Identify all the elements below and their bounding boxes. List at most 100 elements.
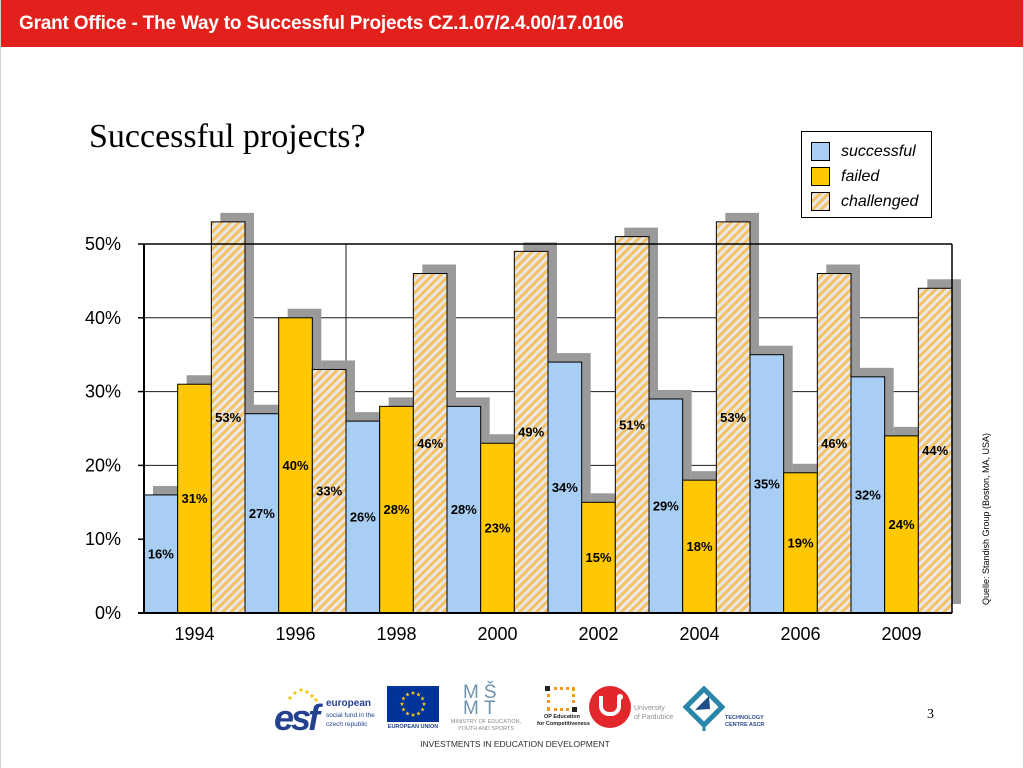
x-tick-label: 2009: [881, 624, 921, 644]
esf-logo-title: european: [326, 698, 372, 709]
bar-challenged-2009: [917, 287, 953, 614]
data-label-successful-1996: 27%: [249, 506, 275, 521]
eu-star-icon: [420, 707, 425, 712]
data-label-failed-2006: 19%: [787, 535, 813, 550]
y-tick-label: 30%: [85, 382, 121, 402]
x-tick-label: 1998: [376, 624, 416, 644]
bar-challenged-1994: [210, 221, 246, 614]
data-label-successful-2004: 29%: [653, 498, 679, 513]
data-label-successful-1998: 26%: [350, 510, 376, 525]
bar-challenged-1996: [311, 368, 347, 614]
legend-item-failed: failed: [811, 167, 879, 186]
msmt-logo-mark: MŠ MT: [463, 683, 513, 719]
data-label-failed-2002: 15%: [585, 550, 611, 565]
op-logo-icon: [547, 687, 575, 711]
legend-swatch-rect: [811, 167, 830, 186]
esf-logo: esf european social fund in the czech re…: [274, 686, 382, 736]
eu-star-icon: [401, 696, 406, 701]
data-label-challenged-2000: 49%: [518, 425, 544, 440]
msmt-mark-line: MT: [463, 698, 501, 719]
bar-challenged-2006: [816, 273, 852, 614]
esf-star-icon: [313, 697, 318, 702]
data-label-challenged-2004: 53%: [720, 410, 746, 425]
eu-star-icon: [399, 701, 405, 706]
msmt-caption-line: MINISTRY OF EDUCATION,: [450, 719, 522, 725]
bar-challenged-2000: [513, 250, 549, 614]
data-label-successful-2000: 28%: [451, 502, 477, 517]
eu-star-icon: [401, 707, 406, 712]
bar-failed-2009: [884, 435, 919, 614]
axis-labels: 0% 10% 20% 30% 40% 50% 1994 1996 1998 2000 2002 200…: [85, 234, 922, 644]
header-bar: Grant Office - The Way to Successful Pro…: [1, 0, 1023, 47]
data-label-failed-1996: 40%: [282, 458, 308, 473]
legend-swatch-challenged: [811, 192, 830, 211]
esf-stars-icon: [287, 687, 318, 702]
source-note: Quelle: Standish Group (Boston, MA, USA): [981, 432, 991, 606]
data-label-successful-2006: 35%: [754, 476, 780, 491]
y-tick-label: 20%: [85, 455, 121, 475]
legend-item-challenged: challenged: [811, 192, 918, 211]
eu-star-icon: [421, 701, 427, 706]
legend-swatch-rect: [811, 142, 830, 161]
x-tick-label: 2004: [679, 624, 719, 644]
data-label-successful-1994: 16%: [148, 546, 174, 561]
eu-flag-icon: [387, 686, 439, 722]
data-label-challenged-2009: 44%: [922, 443, 948, 458]
esf-logo-mark: esf: [274, 697, 320, 738]
legend-label-challenged: challenged: [841, 193, 919, 210]
eu-star-icon: [416, 711, 421, 716]
y-tick-label: 40%: [85, 308, 121, 328]
tc-caption-line: TECHNOLOGY: [725, 715, 764, 721]
y-tick-label: 0%: [95, 603, 121, 623]
bar-challenged-2004: [715, 221, 751, 614]
upce-logo-u-shape: [599, 696, 621, 716]
esf-star-icon: [292, 690, 298, 696]
footer-tagline: INVESTMENTS IN EDUCATION DEVELOPMENT: [420, 739, 610, 749]
x-tick-label: 1994: [174, 624, 214, 644]
data-label-failed-1998: 28%: [383, 502, 409, 517]
esf-logo-subtitle: social fund in the: [326, 712, 375, 719]
data-label-challenged-1998: 46%: [417, 436, 443, 451]
esf-logo-subtitle: czech republic: [326, 721, 368, 728]
x-tick-label: 2006: [780, 624, 820, 644]
eu-star-icon: [405, 711, 410, 716]
technology-centre-icon: [682, 685, 726, 731]
x-tick-label: 2002: [578, 624, 618, 644]
data-label-challenged-2006: 46%: [821, 436, 847, 451]
op-logo-corner: [572, 707, 577, 712]
legend-swatch-successful: [811, 142, 830, 161]
data-label-failed-2004: 18%: [686, 539, 712, 554]
bar-successful-2002: [547, 361, 583, 614]
plot-frame: [138, 243, 953, 614]
y-tick-label: 10%: [85, 529, 121, 549]
upce-logo-dot: [617, 694, 623, 700]
header-title: Grant Office - The Way to Successful Pro…: [19, 13, 624, 34]
bar-failed-2006: [783, 472, 818, 614]
data-label-failed-2000: 23%: [484, 521, 510, 536]
eu-star-icon: [410, 712, 416, 717]
esf-star-icon: [304, 689, 310, 695]
technology-centre-logo: TECHNOLOGY CENTRE ASCR: [682, 685, 765, 734]
x-tick-label: 2000: [477, 624, 517, 644]
upce-caption-line: University: [634, 705, 665, 712]
bar-successful-2006: [749, 354, 785, 614]
data-label-successful-2002: 34%: [552, 480, 578, 495]
data-labels: 16% 27% 26% 28% 34% 29% 35% 32% 31% 40% 28% 23% 15% 1…: [148, 410, 949, 565]
legend-item-successful: successful: [811, 142, 916, 161]
bars: [143, 221, 953, 614]
eu-star-icon: [405, 692, 410, 697]
msmt-logo: MŠ MT MINISTRY OF EDUCATION, YOUTH AND S…: [445, 683, 527, 734]
data-label-challenged-1994: 53%: [215, 410, 241, 425]
tc-logo-caption: TECHNOLOGY CENTRE ASCR: [725, 715, 765, 729]
esf-star-icon: [298, 687, 304, 693]
esf-star-icon: [287, 695, 293, 701]
op-logo-corner: [545, 686, 550, 691]
bar-successful-1996: [244, 413, 280, 614]
upce-caption-line: of Pardubice: [634, 713, 674, 721]
eu-logo-caption: EUROPEAN UNION: [387, 724, 439, 730]
eu-star-icon: [420, 696, 425, 701]
bar-failed-1996: [278, 317, 313, 614]
bar-successful-2000: [446, 405, 482, 614]
